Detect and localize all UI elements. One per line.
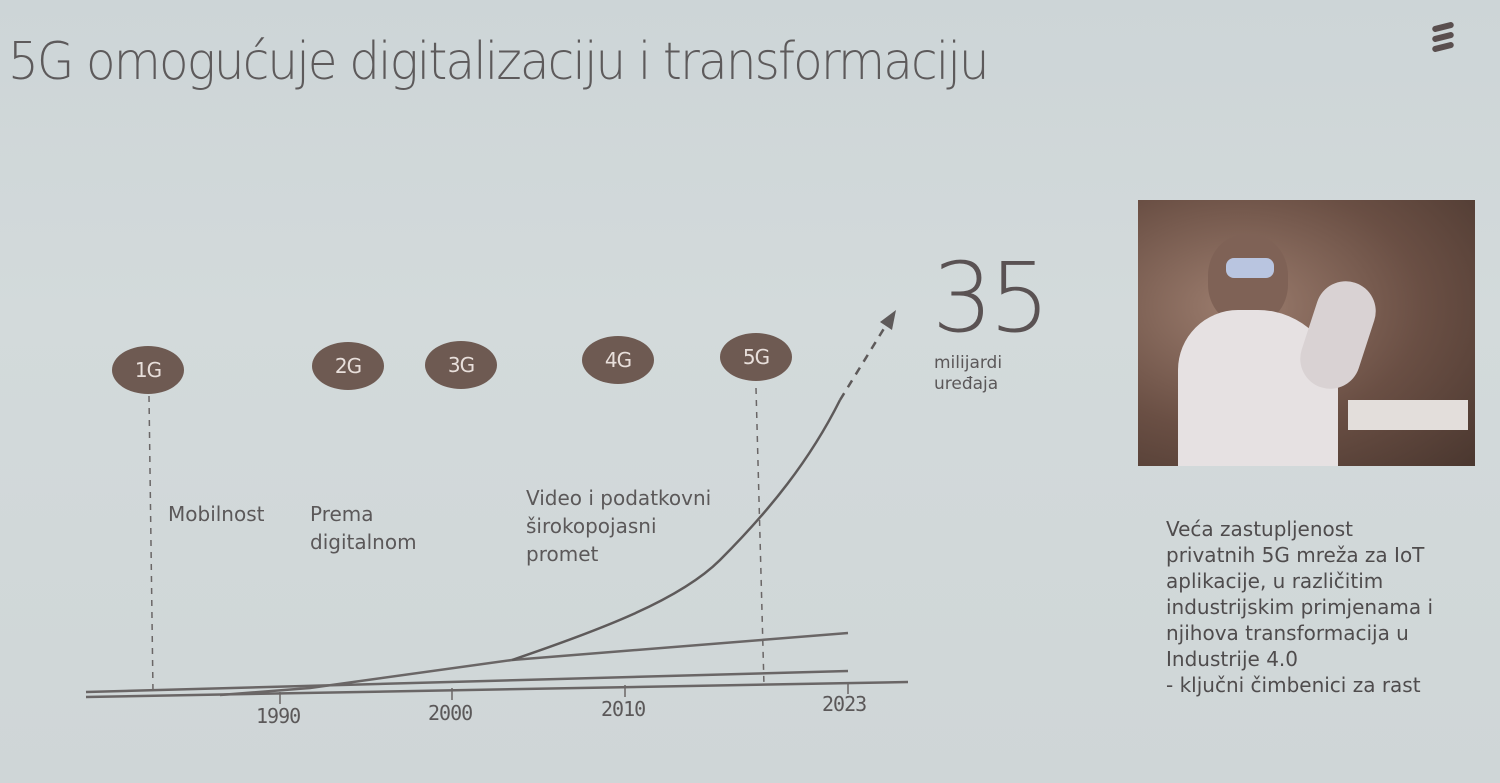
slide-title: 5G omogućuje digitalizaciju i transforma… <box>8 32 990 92</box>
axis-tick-2000: 2000 <box>428 701 473 725</box>
generation-bubble-5g: 5G <box>720 333 792 381</box>
era-label-mobilnost: Mobilnost <box>168 502 265 526</box>
era-label-video-podatkovni: Video i podatkovni širokopojasni promet <box>526 486 712 566</box>
industry-worker-photo <box>1138 200 1475 466</box>
era-label-prema-digitalnom: Prema digitalnom <box>310 502 417 554</box>
devices-count: 35 <box>932 242 1050 354</box>
iot-description-text: Veća zastupljenost privatnih 5G mreža za… <box>1166 517 1434 697</box>
axis-tick-2010: 2010 <box>601 697 646 721</box>
generation-bubble-4g: 4G <box>582 336 654 384</box>
axis-tick-2023: 2023 <box>822 692 867 716</box>
axis-tick-1990: 1990 <box>256 704 301 728</box>
generation-bubble-3g: 3G <box>425 341 497 389</box>
generation-bubble-2g: 2G <box>312 342 384 390</box>
generation-bubble-1g: 1G <box>112 346 184 394</box>
devices-count-label: milijardi uređaja <box>934 353 1003 394</box>
